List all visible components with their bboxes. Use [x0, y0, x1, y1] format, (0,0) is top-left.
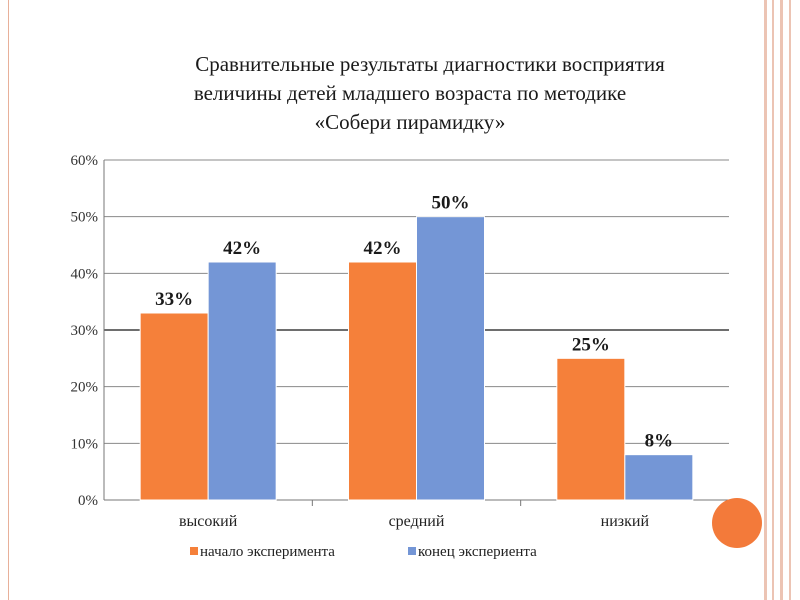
bar-1	[348, 261, 417, 501]
chart-title: Сравнительные результаты диагностики вос…	[100, 50, 720, 137]
y-tick-label: 40%	[71, 266, 99, 282]
x-category-label: низкий	[601, 513, 650, 530]
legend-label-2: конец экспериента	[418, 544, 537, 560]
bar-2	[416, 216, 485, 501]
slide-right-decoration	[760, 0, 800, 600]
title-line-1: Сравнительные результаты диагностики вос…	[195, 52, 665, 76]
data-label: 42%	[364, 238, 402, 259]
y-tick-label: 50%	[71, 210, 99, 226]
data-label: 25%	[572, 334, 610, 355]
bar-2	[624, 454, 694, 501]
title-line-3: «Собери пирамидку»	[314, 110, 506, 134]
legend-label-1: начало эксперимента	[200, 544, 335, 560]
data-label: 50%	[432, 193, 470, 214]
decorative-circle	[712, 498, 762, 548]
x-category-label: высокий	[179, 513, 238, 530]
y-tick-label: 0%	[78, 493, 98, 509]
x-category-label: средний	[389, 513, 445, 530]
data-label: 8%	[645, 431, 674, 452]
title-line-2: величины детей младшего возраста по мето…	[193, 81, 627, 105]
y-tick-label: 10%	[71, 436, 99, 452]
slide-left-border	[8, 0, 9, 600]
y-tick-label: 60%	[71, 153, 99, 169]
y-tick-label: 30%	[71, 323, 99, 339]
bar-2	[207, 261, 277, 501]
bar-1	[556, 357, 626, 501]
bar-1	[139, 312, 209, 501]
legend-swatch-2	[408, 547, 416, 555]
y-tick-label: 20%	[71, 380, 99, 396]
data-label: 42%	[223, 238, 261, 259]
data-label: 33%	[155, 289, 193, 310]
legend-swatch-1	[190, 547, 198, 555]
